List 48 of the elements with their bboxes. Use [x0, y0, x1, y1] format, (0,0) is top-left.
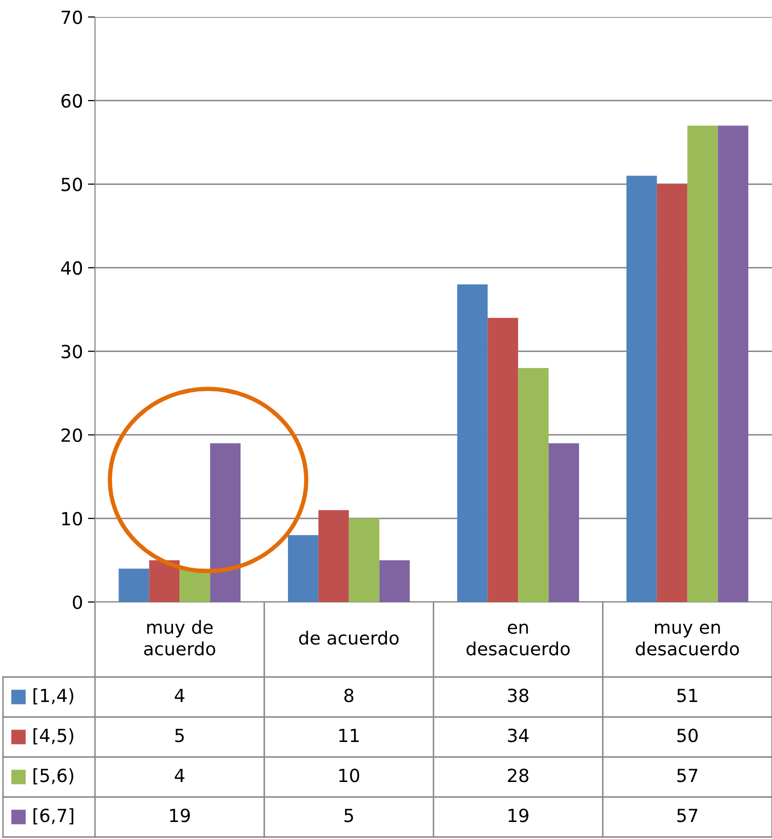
bar [149, 560, 180, 602]
legend-label: [1,4) [34, 688, 74, 704]
x-tick-label: muy en desacuerdo [636, 624, 739, 656]
x-tick-label: muy de acuerdo [144, 620, 216, 656]
bar [548, 443, 580, 602]
data-label: 57 [677, 768, 698, 782]
y-tick-label: 0 [72, 595, 82, 610]
data-label: 19 [170, 808, 190, 822]
bar [488, 318, 518, 602]
y-tick-label: 60 [61, 94, 82, 108]
data-label: 5 [175, 728, 184, 742]
data-label: 51 [677, 688, 698, 702]
bar [118, 568, 150, 602]
bar [718, 126, 748, 602]
bar [180, 568, 210, 602]
y-tick-label: 20 [62, 428, 82, 442]
y-tick-label: 10 [62, 512, 82, 526]
data-label: 5 [344, 808, 354, 822]
bar [518, 368, 549, 602]
bar [626, 176, 657, 602]
legend-label: [6,7] [34, 808, 74, 824]
legend-label: [5,6) [34, 768, 74, 784]
bar [687, 126, 718, 602]
data-label: 11 [339, 728, 359, 742]
bar [210, 443, 241, 602]
legend-label: [4,5) [34, 728, 74, 744]
x-tick-label: en desacuerdo [466, 624, 570, 656]
bar [288, 535, 318, 602]
bar [656, 184, 688, 602]
bar [318, 510, 349, 602]
data-label: 4 [174, 688, 184, 702]
data-label: 38 [508, 688, 528, 702]
data-label: 4 [174, 768, 184, 782]
data-label: 8 [344, 688, 354, 702]
y-tick-label: 50 [62, 178, 82, 192]
bar [457, 284, 488, 602]
data-label: 19 [508, 808, 528, 822]
x-tick-label: de acuerdo [299, 630, 399, 645]
y-tick-label: 70 [62, 10, 82, 24]
data-label: 34 [508, 728, 529, 742]
y-tick-label: 30 [62, 344, 82, 358]
y-tick-label: 40 [61, 261, 82, 275]
bar [379, 560, 410, 602]
data-label: 28 [508, 768, 528, 782]
data-label: 10 [339, 768, 360, 782]
bar [348, 518, 380, 602]
data-label: 50 [677, 728, 698, 742]
data-label: 57 [677, 808, 698, 822]
